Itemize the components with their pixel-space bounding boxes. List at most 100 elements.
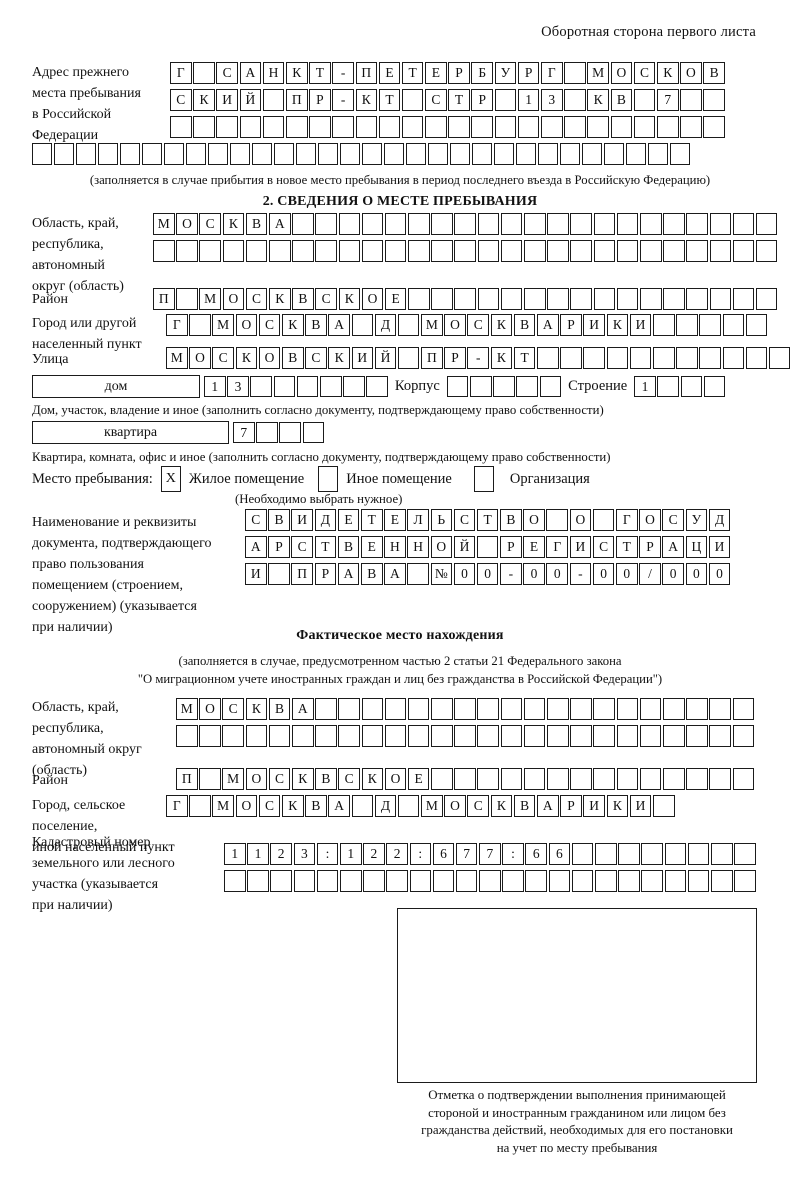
- comb-cell[interactable]: [407, 563, 429, 585]
- comb-cell[interactable]: Г: [166, 795, 188, 817]
- prev-address-row-3[interactable]: [170, 116, 725, 138]
- comb-cell[interactable]: [251, 143, 273, 165]
- comb-cell[interactable]: М: [199, 288, 221, 310]
- flat-line[interactable]: квартира 7: [32, 421, 325, 444]
- comb-cell[interactable]: В: [337, 536, 360, 558]
- comb-cell[interactable]: [734, 843, 756, 865]
- comb-cell[interactable]: [295, 143, 317, 165]
- comb-cell[interactable]: [338, 213, 361, 235]
- comb-cell[interactable]: [477, 725, 500, 747]
- comb-cell[interactable]: -: [467, 347, 490, 369]
- comb-cell[interactable]: [676, 347, 698, 369]
- comb-cell[interactable]: -: [332, 62, 354, 84]
- comb-cell[interactable]: [663, 288, 685, 310]
- comb-cell[interactable]: [709, 768, 731, 790]
- comb-cell[interactable]: [247, 870, 269, 892]
- comb-cell[interactable]: В: [305, 795, 327, 817]
- comb-cell[interactable]: [343, 375, 365, 398]
- comb-cell[interactable]: [176, 288, 198, 310]
- comb-cell[interactable]: [734, 870, 756, 892]
- comb-cell[interactable]: Й: [453, 536, 476, 558]
- comb-cell[interactable]: [268, 725, 291, 747]
- checkbox-organizaciya[interactable]: [473, 466, 494, 492]
- comb-cell[interactable]: М: [176, 698, 198, 720]
- comb-cell[interactable]: [477, 698, 500, 720]
- comb-cell[interactable]: А: [239, 62, 262, 84]
- comb-cell[interactable]: [560, 347, 582, 369]
- comb-cell[interactable]: С: [199, 213, 221, 235]
- comb-cell[interactable]: Т: [616, 536, 638, 558]
- document-row-3[interactable]: И П Р А В А № 0 0-0 0-0 0/0 0 0: [245, 563, 731, 585]
- stamp-box[interactable]: [397, 908, 757, 1083]
- comb-cell[interactable]: [97, 143, 119, 165]
- comb-cell[interactable]: О: [189, 347, 211, 369]
- comb-cell[interactable]: 0: [453, 563, 476, 585]
- comb-cell[interactable]: [292, 213, 314, 235]
- comb-cell[interactable]: [570, 698, 592, 720]
- comb-cell[interactable]: [593, 725, 615, 747]
- comb-cell[interactable]: Д: [374, 314, 397, 336]
- comb-cell[interactable]: [722, 347, 745, 369]
- comb-cell[interactable]: [397, 795, 420, 817]
- comb-cell[interactable]: С: [425, 89, 447, 111]
- comb-cell[interactable]: М: [153, 213, 175, 235]
- comb-cell[interactable]: Н: [407, 536, 429, 558]
- comb-cell[interactable]: [537, 143, 559, 165]
- comb-cell[interactable]: [383, 143, 405, 165]
- comb-cell[interactable]: Е: [384, 509, 406, 531]
- comb-cell[interactable]: [699, 347, 721, 369]
- comb-cell[interactable]: [189, 314, 211, 336]
- comb-cell[interactable]: Ц: [685, 536, 708, 558]
- comb-cell[interactable]: Н: [384, 536, 406, 558]
- comb-cell[interactable]: [448, 116, 470, 138]
- comb-cell[interactable]: И: [629, 795, 652, 817]
- comb-cell[interactable]: [547, 240, 569, 262]
- comb-cell[interactable]: М: [587, 62, 609, 84]
- comb-cell[interactable]: -: [332, 89, 354, 111]
- comb-cell[interactable]: [309, 116, 331, 138]
- comb-cell[interactable]: В: [305, 314, 327, 336]
- comb-cell[interactable]: Ь: [430, 509, 453, 531]
- comb-cell[interactable]: 6: [548, 843, 571, 865]
- comb-cell[interactable]: [431, 288, 453, 310]
- comb-cell[interactable]: Е: [337, 509, 360, 531]
- comb-cell[interactable]: Е: [378, 62, 401, 84]
- comb-cell[interactable]: :: [316, 843, 339, 865]
- comb-cell[interactable]: [431, 698, 453, 720]
- comb-cell[interactable]: Т: [314, 536, 337, 558]
- comb-cell[interactable]: А: [537, 795, 559, 817]
- comb-cell[interactable]: 0: [546, 563, 569, 585]
- region-row-2[interactable]: [153, 240, 778, 262]
- comb-cell[interactable]: В: [513, 795, 536, 817]
- comb-cell[interactable]: 1: [634, 375, 656, 398]
- comb-cell[interactable]: [170, 116, 192, 138]
- comb-cell[interactable]: Г: [541, 62, 563, 84]
- comb-cell[interactable]: [384, 698, 407, 720]
- comb-cell[interactable]: [361, 143, 383, 165]
- comb-cell[interactable]: [53, 143, 75, 165]
- comb-cell[interactable]: [571, 870, 594, 892]
- comb-cell[interactable]: [593, 768, 615, 790]
- comb-cell[interactable]: Г: [166, 314, 188, 336]
- comb-cell[interactable]: В: [292, 288, 314, 310]
- comb-cell[interactable]: [629, 347, 652, 369]
- comb-cell[interactable]: [539, 375, 562, 398]
- comb-cell[interactable]: [593, 240, 616, 262]
- comb-cell[interactable]: [268, 240, 291, 262]
- comb-cell[interactable]: 1: [339, 843, 362, 865]
- comb-cell[interactable]: 6: [525, 843, 548, 865]
- comb-cell[interactable]: [517, 116, 540, 138]
- comb-cell[interactable]: [245, 240, 268, 262]
- comb-cell[interactable]: Р: [309, 89, 331, 111]
- comb-cell[interactable]: Р: [448, 62, 470, 84]
- comb-cell[interactable]: [570, 240, 592, 262]
- comb-cell[interactable]: [470, 375, 492, 398]
- comb-cell[interactable]: 0: [523, 563, 545, 585]
- comb-cell[interactable]: [616, 240, 639, 262]
- comb-cell[interactable]: [676, 314, 698, 336]
- comb-cell[interactable]: [431, 768, 453, 790]
- comb-cell[interactable]: [189, 795, 211, 817]
